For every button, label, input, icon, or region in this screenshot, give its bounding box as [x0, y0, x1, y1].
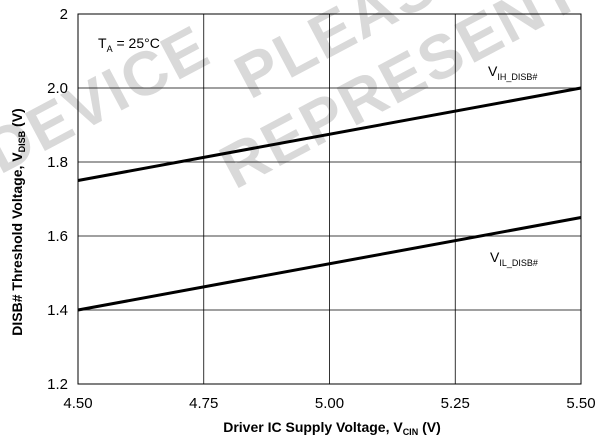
x-tick-labels: 4.50 4.75 5.00 5.25 5.50: [63, 395, 595, 412]
y-tick-label: 1.8: [47, 154, 68, 171]
series-label-vih: VIH_DISB#: [488, 63, 537, 82]
series-lines: [77, 86, 582, 312]
series-line-vih: [77, 86, 582, 182]
grid: [78, 14, 581, 384]
series-label-vil: VIL_DISB#: [490, 249, 538, 268]
series-line-vil: [77, 216, 582, 312]
y-tick-label: 2.0: [47, 80, 68, 97]
y-tick-label: 1.6: [47, 228, 68, 245]
y-tick-label: 1.2: [47, 376, 68, 393]
x-tick-label: 5.00: [315, 395, 344, 412]
y-tick-labels: 1.2 1.4 1.6 1.8 2.0 2: [47, 6, 68, 393]
x-tick-label: 4.75: [189, 395, 218, 412]
plot-frame: [77, 13, 582, 385]
temperature-annotation: TA = 25°C: [98, 35, 160, 54]
x-tick-label: 5.50: [566, 395, 595, 412]
y-tick-label: 2: [60, 6, 68, 23]
x-tick-label: 4.50: [63, 395, 92, 412]
y-tick-label: 1.4: [47, 302, 68, 319]
x-tick-label: 5.25: [441, 395, 470, 412]
x-axis-title: Driver IC Supply Voltage, VCIN (V): [223, 419, 441, 437]
y-axis-title: DISB# Threshold Voltage, VDISB (V): [9, 108, 27, 335]
